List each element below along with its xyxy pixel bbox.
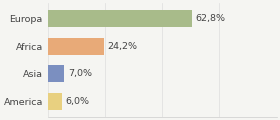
Text: 24,2%: 24,2% xyxy=(107,42,137,51)
Text: 62,8%: 62,8% xyxy=(195,14,225,23)
Bar xyxy=(48,38,104,55)
Text: 6,0%: 6,0% xyxy=(66,97,90,106)
Bar xyxy=(48,93,62,110)
Text: 7,0%: 7,0% xyxy=(68,69,92,78)
Bar xyxy=(48,65,64,82)
Bar xyxy=(48,10,192,27)
